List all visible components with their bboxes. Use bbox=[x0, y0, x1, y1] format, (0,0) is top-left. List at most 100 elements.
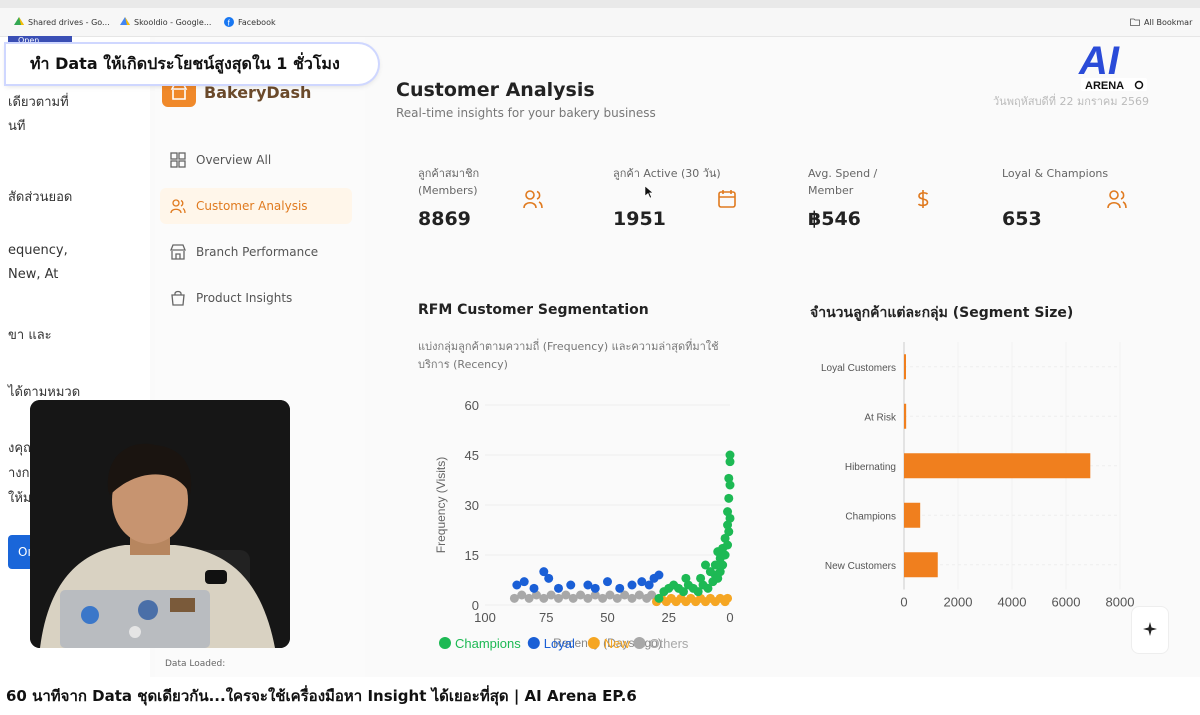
bookmark-shared-drives[interactable]: Shared drives - Go... bbox=[14, 17, 110, 27]
y-axis-label: Frequency (Visits) bbox=[434, 457, 448, 553]
all-bookmarks[interactable]: All Bookmar bbox=[1130, 17, 1192, 27]
category-label: At Risk bbox=[864, 412, 897, 423]
scatter-point-others bbox=[524, 593, 534, 603]
scatter-point-champions bbox=[654, 593, 664, 603]
cursor-icon bbox=[644, 185, 654, 199]
scatter-point-champions bbox=[696, 573, 706, 583]
video-caption-bar bbox=[0, 677, 1200, 715]
y-tick-label: 0 bbox=[472, 598, 479, 613]
rfm-chart-description: แบ่งกลุ่มลูกค้าตามความถี่ (Frequency) แล… bbox=[418, 340, 719, 371]
kpi-card-active: ลูกค้า Active (30 วัน) 1951 bbox=[600, 152, 780, 242]
left-pane-line: สัดส่วนยอด bbox=[8, 190, 73, 205]
scatter-point-champions bbox=[713, 547, 723, 557]
x-tick-label: 4000 bbox=[998, 595, 1027, 610]
scatter-point-champions bbox=[724, 473, 734, 483]
x-tick-label: 50 bbox=[600, 610, 614, 625]
x-tick-label: 0 bbox=[726, 610, 733, 625]
scatter-point-loyal bbox=[644, 580, 654, 590]
page-date: วันพฤหัสบดีที่ 22 มกราคม 2569 bbox=[993, 95, 1150, 108]
scatter-point-champions bbox=[720, 550, 730, 560]
category-label: Hibernating bbox=[845, 462, 896, 473]
scatter-point-others bbox=[509, 593, 519, 603]
legend-swatch bbox=[587, 637, 600, 649]
data-loaded-label: Data Loaded: bbox=[165, 659, 226, 669]
x-tick-label: 0 bbox=[900, 595, 907, 610]
sidebar-item-customer-analysis[interactable]: Customer Analysis bbox=[160, 188, 352, 224]
sidebar-item-label: Overview All bbox=[196, 153, 272, 167]
scatter-point-others bbox=[612, 593, 622, 603]
left-pane-line: New, At bbox=[8, 267, 59, 282]
left-pane-line: างก bbox=[8, 466, 30, 481]
brand-name: BakeryDash bbox=[204, 82, 312, 102]
users-icon bbox=[1107, 190, 1127, 209]
scatter-point-champions bbox=[710, 560, 720, 570]
scatter-point-new bbox=[723, 593, 733, 603]
calendar-icon bbox=[718, 190, 736, 208]
legend-label: Loyal bbox=[544, 636, 575, 651]
scatter-point-loyal bbox=[603, 577, 612, 587]
scatter-point-loyal bbox=[590, 583, 600, 593]
assistant-button[interactable] bbox=[1131, 606, 1169, 654]
presenter-video bbox=[30, 400, 290, 648]
x-tick-label: 8000 bbox=[1106, 595, 1135, 610]
kpi-label: Avg. Spend / Member bbox=[808, 167, 878, 197]
legend-swatch bbox=[439, 637, 451, 649]
users-icon bbox=[170, 199, 186, 214]
left-pane-line: งคุณ bbox=[8, 441, 36, 456]
scatter-point-champions bbox=[724, 527, 734, 537]
y-tick-label: 15 bbox=[465, 548, 479, 563]
sidebar-item-overview[interactable]: Overview All bbox=[160, 142, 352, 178]
scatter-point-others bbox=[634, 590, 644, 600]
x-tick-label: 2000 bbox=[944, 595, 973, 610]
legend-label: New bbox=[604, 636, 631, 651]
scatter-point-others bbox=[605, 590, 615, 600]
category-label: New Customers bbox=[825, 561, 896, 572]
logo-letters: AI bbox=[1078, 39, 1120, 83]
sparkle-icon bbox=[1143, 622, 1157, 636]
scatter-point-others bbox=[598, 593, 608, 603]
bookmark-skooldio[interactable]: Skooldio - Google... bbox=[120, 17, 211, 27]
scatter-point-others bbox=[647, 590, 657, 600]
scatter-point-champions bbox=[681, 573, 691, 583]
kpi-value: 1951 bbox=[613, 208, 666, 230]
rfm-chart-title: RFM Customer Segmentation bbox=[418, 302, 649, 318]
scatter-point-others bbox=[576, 590, 586, 600]
scatter-point-loyal bbox=[627, 580, 637, 590]
scatter-point-loyal bbox=[566, 580, 576, 590]
scatter-point-others bbox=[561, 590, 571, 600]
scatter-point-loyal bbox=[654, 570, 664, 580]
x-tick-label: 100 bbox=[474, 610, 496, 625]
x-tick-label: 25 bbox=[662, 610, 676, 625]
scatter-point-others bbox=[539, 593, 549, 603]
x-tick-label: 6000 bbox=[1052, 595, 1081, 610]
sidebar-item-label: Customer Analysis bbox=[196, 199, 308, 213]
legend-swatch bbox=[633, 637, 646, 649]
scatter-point-champions bbox=[725, 513, 735, 523]
sidebar-item-product-insights[interactable]: Product Insights bbox=[160, 280, 352, 316]
sidebar-item-branch-performance[interactable]: Branch Performance bbox=[160, 234, 352, 270]
left-pane-line: เดียวตามที่ bbox=[8, 95, 69, 110]
scatter-point-champions bbox=[693, 587, 703, 597]
scatter-point-loyal bbox=[539, 567, 549, 577]
scatter-point-loyal bbox=[544, 573, 554, 583]
bookmarks-bar: Shared drives - Go... Skooldio - Google.… bbox=[0, 0, 1200, 37]
scatter-point-others bbox=[620, 590, 630, 600]
scatter-point-others bbox=[590, 590, 600, 600]
category-label: Loyal Customers bbox=[821, 363, 896, 374]
scatter-point-others bbox=[554, 593, 563, 603]
scatter-point-champions bbox=[723, 540, 733, 550]
scatter-point-others bbox=[546, 590, 556, 600]
bar bbox=[904, 552, 938, 578]
scatter-point-champions bbox=[703, 583, 713, 593]
scatter-point-champions bbox=[701, 560, 710, 570]
legend-label: Champions bbox=[455, 636, 521, 651]
kpi-label: ลูกค้า Active (30 วัน) bbox=[613, 167, 721, 180]
bookmark-facebook[interactable]: f Facebook bbox=[224, 17, 276, 27]
segment-chart-title: จำนวนลูกค้าแต่ละกลุ่ม (Segment Size) bbox=[810, 305, 1074, 321]
bag-icon bbox=[171, 290, 185, 306]
kpi-label: ลูกค้าสมาชิก (Members) bbox=[418, 167, 480, 197]
video-caption: 60 นาทีจาก Data ชุดเดียวกัน...ใครจะใช้เค… bbox=[6, 687, 637, 705]
facebook-icon: f bbox=[224, 17, 234, 27]
bar bbox=[904, 502, 921, 528]
scatter-point-loyal bbox=[512, 580, 522, 590]
